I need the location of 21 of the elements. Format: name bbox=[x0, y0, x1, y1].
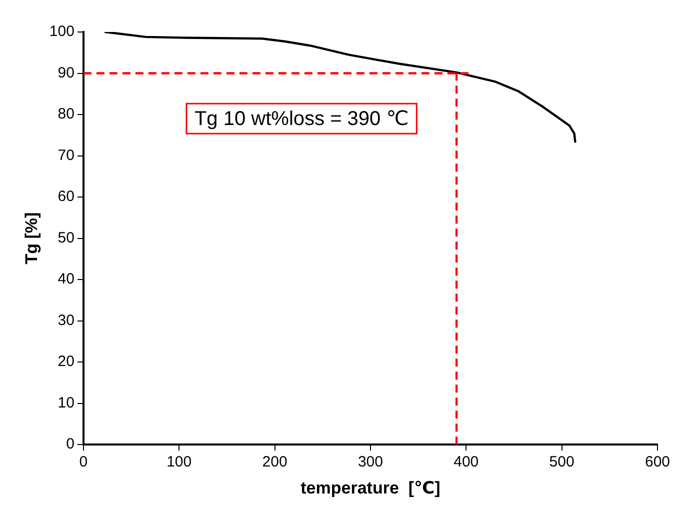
y-tick-label: 100 bbox=[49, 23, 74, 40]
x-tick-label: 200 bbox=[262, 454, 288, 471]
y-tick-label: 30 bbox=[58, 312, 74, 329]
x-tick-label: 100 bbox=[166, 454, 192, 471]
y-tick-label: 70 bbox=[58, 146, 74, 164]
y-axis-title: Tg [%] bbox=[22, 212, 41, 264]
y-tick-label: 40 bbox=[58, 270, 74, 288]
x-axis-title: temperature [℃] bbox=[300, 478, 440, 498]
y-tick-label: 20 bbox=[58, 353, 74, 370]
x-tick-label: 300 bbox=[358, 454, 383, 471]
x-tick-label: 600 bbox=[644, 454, 670, 471]
y-tick-label: 80 bbox=[58, 106, 74, 123]
y-tick-label: 10 bbox=[58, 394, 74, 412]
y-tick-label: 60 bbox=[58, 188, 74, 206]
annotation: Tg 10 wt%loss = 390 ℃ bbox=[194, 108, 409, 130]
x-tick-label: 400 bbox=[454, 454, 479, 471]
x-tick-label: 0 bbox=[79, 454, 88, 471]
y-tick-label: 90 bbox=[58, 64, 74, 82]
y-tick-label: 0 bbox=[66, 436, 74, 453]
x-tick-label: 500 bbox=[549, 454, 574, 471]
y-tick-label: 50 bbox=[58, 229, 74, 246]
